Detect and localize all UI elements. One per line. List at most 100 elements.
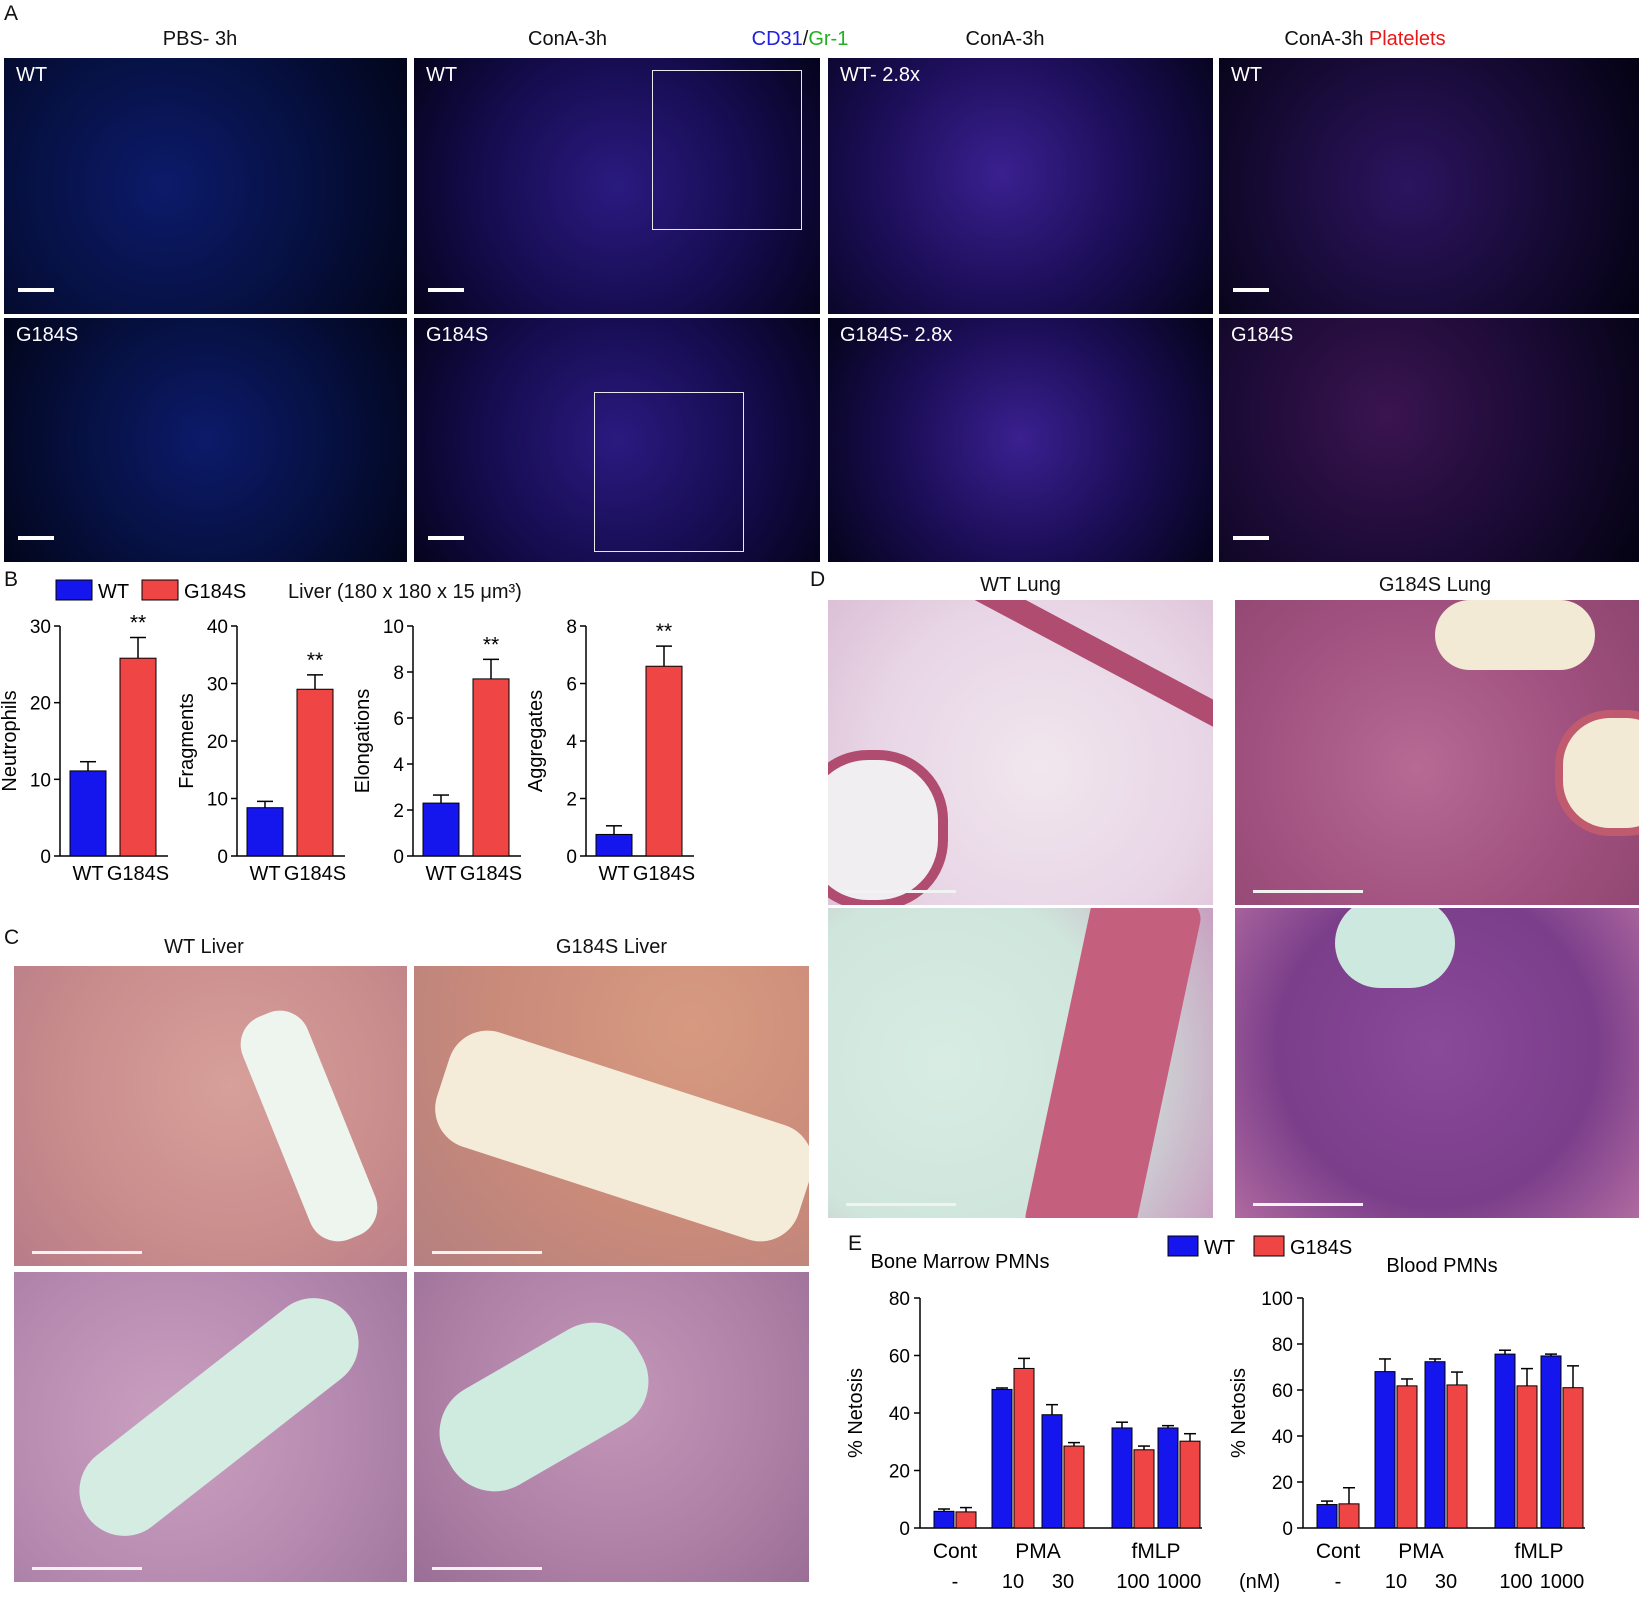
bar-wt (422, 802, 460, 857)
group-label: fMLP (1514, 1540, 1563, 1563)
y-axis-label: Neutrophils (0, 690, 21, 791)
airway-lumen (828, 750, 948, 905)
panel-a-letter: A (4, 2, 19, 25)
significance-mark: ** (656, 620, 672, 643)
d-title-g184s: G184S Lung (1378, 574, 1492, 596)
scale-bar (846, 1203, 956, 1206)
bar-g184s (1179, 1440, 1201, 1529)
y-tick-label: 0 (40, 847, 51, 868)
a-micrograph-cona-g184s-zoom: G184S- 2.8x (828, 318, 1213, 562)
d-histology-wt-high (828, 908, 1213, 1218)
y-tick-label: 0 (217, 847, 228, 868)
a-tag-cona-wt: WT (426, 64, 458, 86)
a-channel-legend: CD31/Gr-1 (740, 28, 860, 51)
a-col3-title: ConA-3h (965, 28, 1045, 50)
d-histology-g184s-high (1235, 908, 1639, 1218)
scale-bar (32, 1251, 142, 1254)
c-histology-wt-low (14, 966, 407, 1266)
c-histology-wt-high (14, 1272, 407, 1582)
zoom-region-box (652, 70, 802, 230)
y-tick-label: 0 (393, 847, 404, 868)
y-tick-label: 20 (207, 732, 228, 753)
d-histology-g184s-low (1235, 600, 1639, 905)
bar-g184s (1562, 1387, 1584, 1529)
panel-b-header: Liver (180 x 180 x 15 μm³) (288, 581, 522, 603)
d-title-wt: WT Lung (980, 574, 1061, 596)
y-tick-label: 40 (207, 617, 228, 638)
scale-bar (18, 536, 54, 540)
a-col2-title: ConA-3h (528, 28, 607, 50)
significance-mark: ** (307, 649, 323, 672)
bar-wt (1316, 1504, 1338, 1529)
dose-label: 100 (1116, 1571, 1149, 1593)
bar-g184s (1013, 1367, 1035, 1529)
bar-g184s (296, 688, 334, 857)
a-tag-pbs-g184s: G184S (16, 324, 79, 346)
chart-neutrophils: 0 10 20 30 Neutrophils WT G184S ** (0, 612, 169, 886)
bar-wt (246, 807, 284, 857)
a-micrograph-cona-wt: WT (414, 58, 820, 314)
y-axis-label: Fragments (176, 693, 198, 789)
group-label: fMLP (1131, 1540, 1180, 1563)
y-tick-label: 20 (889, 1462, 910, 1483)
gr1-legend-text: Gr-1 (808, 28, 849, 50)
a-micrograph-pbs-wt: WT (4, 58, 407, 314)
dose-label: 10 (1385, 1571, 1407, 1593)
legend-label-wt: WT (98, 581, 129, 603)
y-tick-label: 2 (393, 801, 404, 822)
significance-mark: ** (130, 612, 146, 635)
legend-label-g184s: G184S (1290, 1237, 1352, 1259)
dose-label: 100 (1499, 1571, 1532, 1593)
panel-e-letter: E (848, 1232, 863, 1255)
vessel-lumen (424, 1020, 809, 1252)
y-tick-label: 40 (889, 1404, 910, 1425)
x-tick-label: G184S (460, 863, 522, 885)
panel-c-letter: C (4, 926, 20, 949)
a-tag-cona-wt-zoom: WT- 2.8x (840, 64, 921, 86)
a-col4-title: ConA-3h Platelets (1180, 28, 1550, 51)
a-col4-title-text: ConA-3h (1284, 28, 1364, 50)
y-tick-label: 0 (1282, 1519, 1293, 1540)
x-tick-label: G184S (633, 863, 695, 885)
y-tick-label: 4 (393, 755, 404, 776)
scale-bar (432, 1567, 542, 1570)
y-tick-label: 40 (1272, 1427, 1293, 1448)
y-tick-label: 60 (889, 1347, 910, 1368)
bar-g184s (1396, 1385, 1418, 1529)
y-tick-label: 0 (899, 1519, 910, 1540)
group-label: PMA (1398, 1540, 1444, 1563)
a-tag-cona-g184s: G184S (426, 324, 489, 346)
a-micrograph-cona-g184s: G184S (414, 318, 820, 562)
chart-blood-pmns: Blood PMNs 0 20 40 60 80 100 % Netosis - 10 30 100 1… (1228, 1255, 1585, 1593)
panel-b-letter: B (4, 568, 19, 591)
dose-unit-label: (nM) (1239, 1571, 1280, 1593)
c-histology-g184s-high (414, 1272, 809, 1582)
scale-bar (1253, 1203, 1363, 1206)
significance-mark: ** (483, 633, 499, 656)
bar-g184s (1446, 1384, 1468, 1529)
bar-wt (1111, 1427, 1133, 1529)
y-tick-label: 20 (30, 694, 51, 715)
y-tick-label: 2 (566, 790, 577, 811)
legend-swatch-wt (1167, 1235, 1199, 1257)
chart-title: Blood PMNs (1386, 1255, 1497, 1277)
legend-slash: / (802, 28, 809, 50)
x-tick-label: G184S (107, 863, 169, 885)
a-micrograph-pbs-g184s: G184S (4, 318, 407, 562)
a-tag-platelets-wt: WT (1231, 64, 1263, 86)
y-axis-label: Aggregates (525, 690, 547, 792)
vessel-lumen (231, 1001, 387, 1251)
a-tag-pbs-wt: WT (16, 64, 48, 86)
scale-bar (1233, 288, 1269, 292)
zoom-region-box (594, 392, 744, 552)
legend-swatch-g184s (1253, 1235, 1285, 1257)
panel-e-charts: WT G184S Bone Marrow PMNs 0 20 40 60 80 % Netos… (845, 1235, 1585, 1593)
c-title-g184s: G184S Liver (555, 936, 668, 958)
panel-e-plot-area: Bone Marrow PMNs 0 20 40 60 80 % Netosis - 10 30 1… (845, 1251, 1585, 1593)
dose-label: 10 (1002, 1571, 1024, 1593)
chart-aggregates: 0 2 4 6 8 Aggregates WT G184S ** (525, 617, 695, 885)
bar-g184s (1516, 1385, 1538, 1529)
x-tick-label: WT (425, 863, 456, 885)
bar-wt (991, 1388, 1013, 1529)
